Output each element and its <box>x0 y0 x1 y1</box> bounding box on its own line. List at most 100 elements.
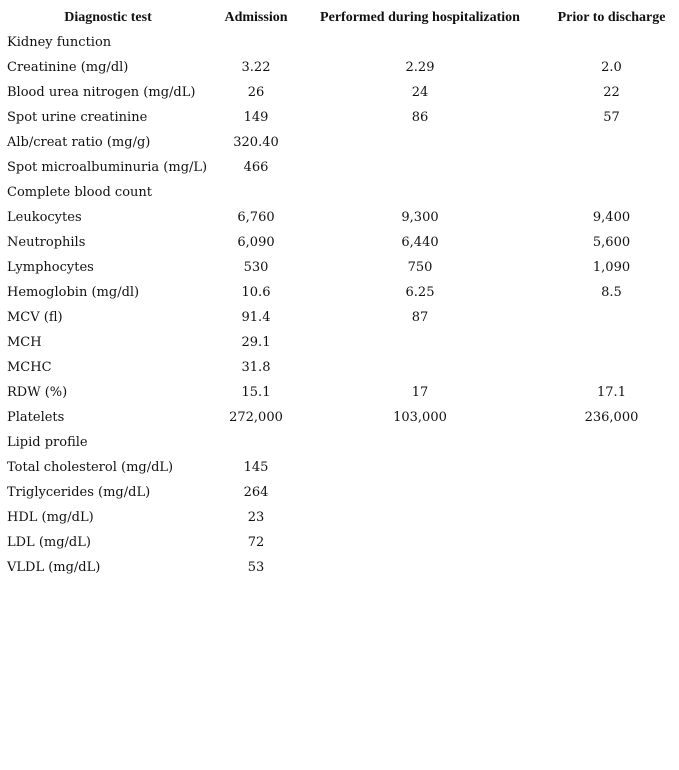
table-row: LDL (mg/dL) 72 <box>0 530 679 555</box>
table-row: MCHC 31.8 <box>0 355 679 380</box>
row-label: Platelets <box>7 410 65 425</box>
admission-value: 72 <box>247 535 265 550</box>
table-row: HDL (mg/dL) 23 <box>0 505 679 530</box>
prior-to-discharge-value <box>544 555 679 580</box>
during-hospitalization-value: 9,300 <box>401 210 439 225</box>
prior-to-discharge-value <box>544 430 679 455</box>
during-hospitalization-value: 750 <box>407 260 433 275</box>
header-diagnostic-test: Diagnostic test <box>64 9 152 25</box>
during-hospitalization-value <box>296 330 544 355</box>
table-row: Spot microalbuminuria (mg/L) 466 <box>0 155 679 180</box>
prior-to-discharge-value <box>544 130 679 155</box>
prior-to-discharge-value <box>544 455 679 480</box>
row-label: Creatinine (mg/dl) <box>7 60 129 75</box>
row-label: LDL (mg/dL) <box>7 535 91 550</box>
prior-to-discharge-value <box>544 330 679 355</box>
table-row: MCH 29.1 <box>0 330 679 355</box>
table-row: Spot urine creatinine 149 86 57 <box>0 105 679 130</box>
during-hospitalization-value <box>296 530 544 555</box>
admission-value: 320.40 <box>233 135 279 150</box>
prior-to-discharge-value <box>544 180 679 205</box>
during-hospitalization-value <box>296 355 544 380</box>
table-row: Lipid profile <box>0 430 679 455</box>
admission-value: 10.6 <box>241 285 271 300</box>
row-label: Triglycerides (mg/dL) <box>7 485 151 500</box>
during-hospitalization-value <box>296 430 544 455</box>
prior-to-discharge-value <box>544 505 679 530</box>
row-label: Hemoglobin (mg/dl) <box>7 285 140 300</box>
during-hospitalization-value: 87 <box>411 310 429 325</box>
table-row: Kidney function <box>0 30 679 55</box>
during-hospitalization-value: 2.29 <box>405 60 435 75</box>
row-label: VLDL (mg/dL) <box>7 560 101 575</box>
prior-to-discharge-value: 17.1 <box>597 385 626 400</box>
row-label: Spot urine creatinine <box>7 110 148 125</box>
row-label: Alb/creat ratio (mg/g) <box>7 135 151 150</box>
table-header: Diagnostic test Admission Performed duri… <box>0 5 679 30</box>
admission-value: 26 <box>247 85 265 100</box>
table-row: Complete blood count <box>0 180 679 205</box>
during-hospitalization-value <box>296 155 544 180</box>
during-hospitalization-value <box>296 130 544 155</box>
table-row: Neutrophils 6,090 6,440 5,600 <box>0 230 679 255</box>
table-row: Alb/creat ratio (mg/g) 320.40 <box>0 130 679 155</box>
during-hospitalization-value: 86 <box>411 110 429 125</box>
admission-value: 466 <box>243 160 269 175</box>
during-hospitalization-value <box>296 555 544 580</box>
row-label: RDW (%) <box>7 385 68 400</box>
admission-value: 31.8 <box>241 360 271 375</box>
during-hospitalization-value: 103,000 <box>393 410 447 425</box>
prior-to-discharge-value: 236,000 <box>584 410 639 425</box>
table-row: VLDL (mg/dL) 53 <box>0 555 679 580</box>
row-label: Blood urea nitrogen (mg/dL) <box>7 85 196 100</box>
admission-value: 3.22 <box>241 60 271 75</box>
row-label: Leukocytes <box>7 210 82 225</box>
table-row: Blood urea nitrogen (mg/dL) 26 24 22 <box>0 80 679 105</box>
row-label: MCV (fl) <box>7 310 63 325</box>
prior-to-discharge-value <box>544 30 679 55</box>
table-row: Hemoglobin (mg/dl) 10.6 6.25 8.5 <box>0 280 679 305</box>
admission-value <box>216 430 296 455</box>
row-label: Kidney function <box>7 35 112 50</box>
row-label: Lymphocytes <box>7 260 94 275</box>
prior-to-discharge-value: 8.5 <box>601 285 622 300</box>
during-hospitalization-value: 6,440 <box>401 235 439 250</box>
prior-to-discharge-value: 1,090 <box>592 260 631 275</box>
admission-value: 91.4 <box>241 310 271 325</box>
admission-value: 15.1 <box>241 385 271 400</box>
admission-value: 6,090 <box>237 235 275 250</box>
admission-value: 53 <box>247 560 265 575</box>
admission-value: 264 <box>243 485 269 500</box>
header-row: Diagnostic test Admission Performed duri… <box>0 5 679 30</box>
during-hospitalization-value <box>296 455 544 480</box>
admission-value: 149 <box>243 110 269 125</box>
admission-value: 29.1 <box>241 335 271 350</box>
during-hospitalization-value <box>296 505 544 530</box>
admission-value <box>216 30 296 55</box>
prior-to-discharge-value: 9,400 <box>592 210 631 225</box>
prior-to-discharge-value <box>544 355 679 380</box>
table-row: Platelets 272,000 103,000 236,000 <box>0 405 679 430</box>
during-hospitalization-value: 17 <box>411 385 429 400</box>
row-label: Complete blood count <box>7 185 152 200</box>
admission-value: 145 <box>243 460 269 475</box>
table-row: MCV (fl) 91.4 87 <box>0 305 679 330</box>
admission-value: 6,760 <box>237 210 275 225</box>
during-hospitalization-value <box>296 480 544 505</box>
header-admission: Admission <box>224 9 288 25</box>
during-hospitalization-value <box>296 30 544 55</box>
table-row: Creatinine (mg/dl) 3.22 2.29 2.0 <box>0 55 679 80</box>
row-label: Total cholesterol (mg/dL) <box>7 460 174 475</box>
row-label: Spot microalbuminuria (mg/L) <box>7 160 208 175</box>
table-body: Kidney function Creatinine (mg/dl) 3.22 2.2… <box>0 30 679 580</box>
admission-value: 23 <box>247 510 265 525</box>
header-during-hospitalization: Performed during hospitalization <box>320 9 520 25</box>
admission-value: 272,000 <box>229 410 283 425</box>
row-label: MCH <box>7 335 42 350</box>
prior-to-discharge-value <box>544 480 679 505</box>
prior-to-discharge-value: 2.0 <box>601 60 622 75</box>
table-row: Lymphocytes 530 750 1,090 <box>0 255 679 280</box>
prior-to-discharge-value: 57 <box>603 110 620 125</box>
during-hospitalization-value: 24 <box>411 85 429 100</box>
